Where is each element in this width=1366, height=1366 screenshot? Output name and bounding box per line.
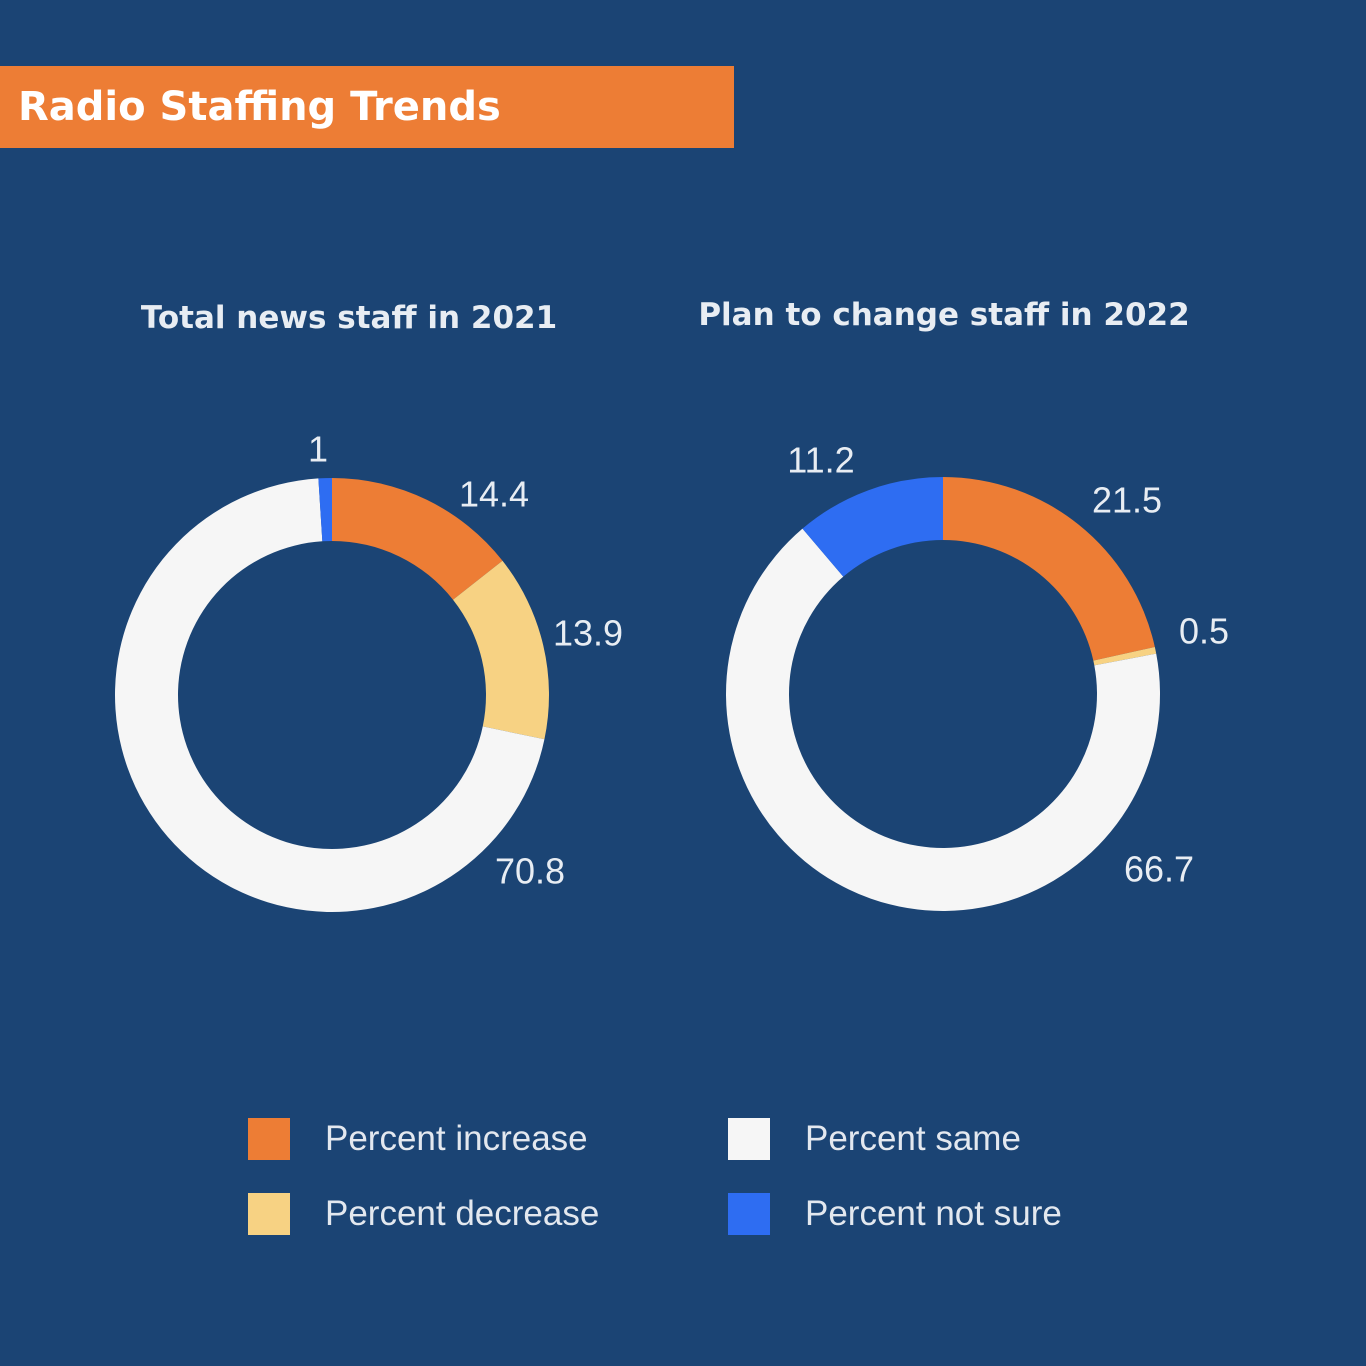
legend-swatch-increase — [248, 1118, 290, 1160]
donut-1-label-percent-increase: 21.5 — [1092, 480, 1162, 521]
donut-1-slice-percent-increase — [943, 477, 1155, 661]
legend-label-increase: Percent increase — [325, 1119, 588, 1158]
donut-0-slice-percent-decrease — [453, 560, 549, 740]
legend-label-not-sure: Percent not sure — [805, 1194, 1062, 1233]
legend-label-decrease: Percent decrease — [325, 1194, 600, 1233]
title-banner: Radio Staffing Trends — [0, 66, 734, 148]
donut-1-slice-percent-decrease — [1093, 646, 1157, 666]
legend-swatch-same — [728, 1118, 770, 1160]
chart-title-2022: Plan to change staff in 2022 — [698, 297, 1190, 333]
donut-1-label-percent-decrease: 0.5 — [1179, 611, 1229, 652]
donut-1-slice-percent-not-sure — [802, 477, 943, 577]
donut-0-slice-percent-not-sure — [318, 478, 332, 542]
donut-1 — [726, 477, 1160, 911]
legend-label-same: Percent same — [805, 1119, 1021, 1158]
donut-0-label-percent-decrease: 13.9 — [553, 613, 623, 654]
legend-swatch-not-sure — [728, 1193, 770, 1235]
donut-1-slice-percent-same — [726, 528, 1160, 911]
donut-1-label-percent-same: 66.7 — [1124, 849, 1194, 890]
donut-0-slice-percent-increase — [332, 478, 503, 600]
donut-0 — [114, 478, 549, 912]
chart-title-2021: Total news staff in 2021 — [140, 300, 558, 336]
donut-1-label-percent-not-sure: 11.2 — [787, 440, 854, 481]
legend-swatch-decrease — [248, 1193, 290, 1235]
donut-0-label-percent-same: 70.8 — [495, 851, 565, 892]
donut-0-slice-percent-same — [114, 478, 545, 912]
donut-0-label-percent-not-sure: 1 — [308, 429, 328, 470]
page-title: Radio Staffing Trends — [18, 84, 501, 130]
donut-0-label-percent-increase: 14.4 — [459, 474, 529, 515]
